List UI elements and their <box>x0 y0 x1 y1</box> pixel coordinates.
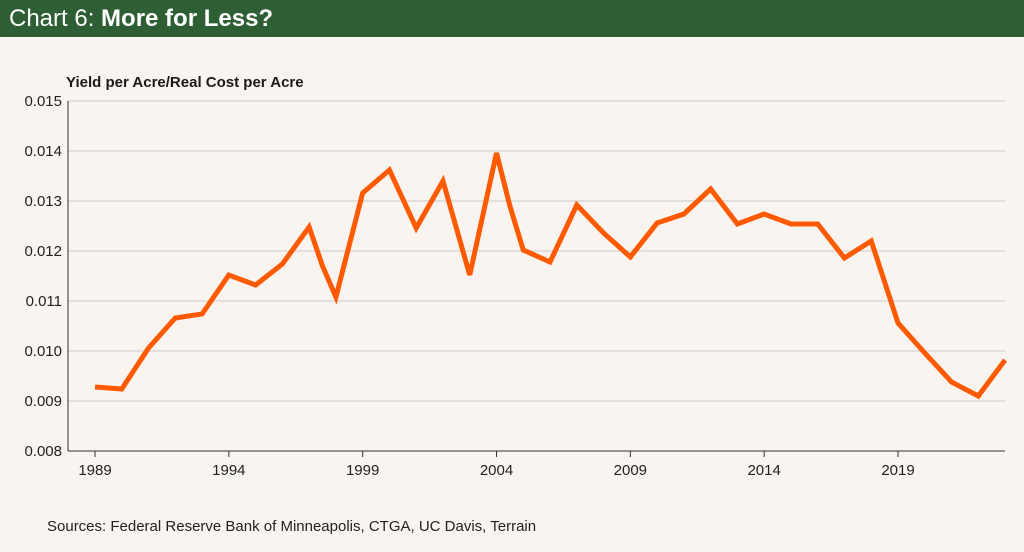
x-tick-label: 1999 <box>346 462 379 479</box>
y-tick-label: 0.010 <box>24 343 62 360</box>
x-tick-label: 2004 <box>480 462 513 479</box>
y-tick-label: 0.009 <box>24 393 62 410</box>
x-tick-label: 2014 <box>747 462 780 479</box>
y-tick-label: 0.013 <box>24 193 62 210</box>
source-note: Sources: Federal Reserve Bank of Minneap… <box>47 518 537 535</box>
x-tick-label: 2009 <box>614 462 647 479</box>
y-tick-label: 0.012 <box>24 243 62 260</box>
y-tick-label: 0.015 <box>24 93 62 110</box>
chart-number: Chart 6: <box>9 5 95 32</box>
data-line <box>94 152 1008 400</box>
chart-header: Chart 6: More for Less? <box>0 0 1024 37</box>
x-tick-label: 2019 <box>881 462 914 479</box>
chart-title: More for Less? <box>101 5 274 32</box>
x-tick-label: 1989 <box>78 462 111 479</box>
y-tick-label: 0.008 <box>24 443 62 460</box>
y-tick-label: 0.014 <box>24 143 62 160</box>
y-tick-label: 0.011 <box>26 293 62 310</box>
y-axis-label: Yield per Acre/Real Cost per Acre <box>66 74 304 91</box>
x-tick-label: 1994 <box>212 462 245 479</box>
